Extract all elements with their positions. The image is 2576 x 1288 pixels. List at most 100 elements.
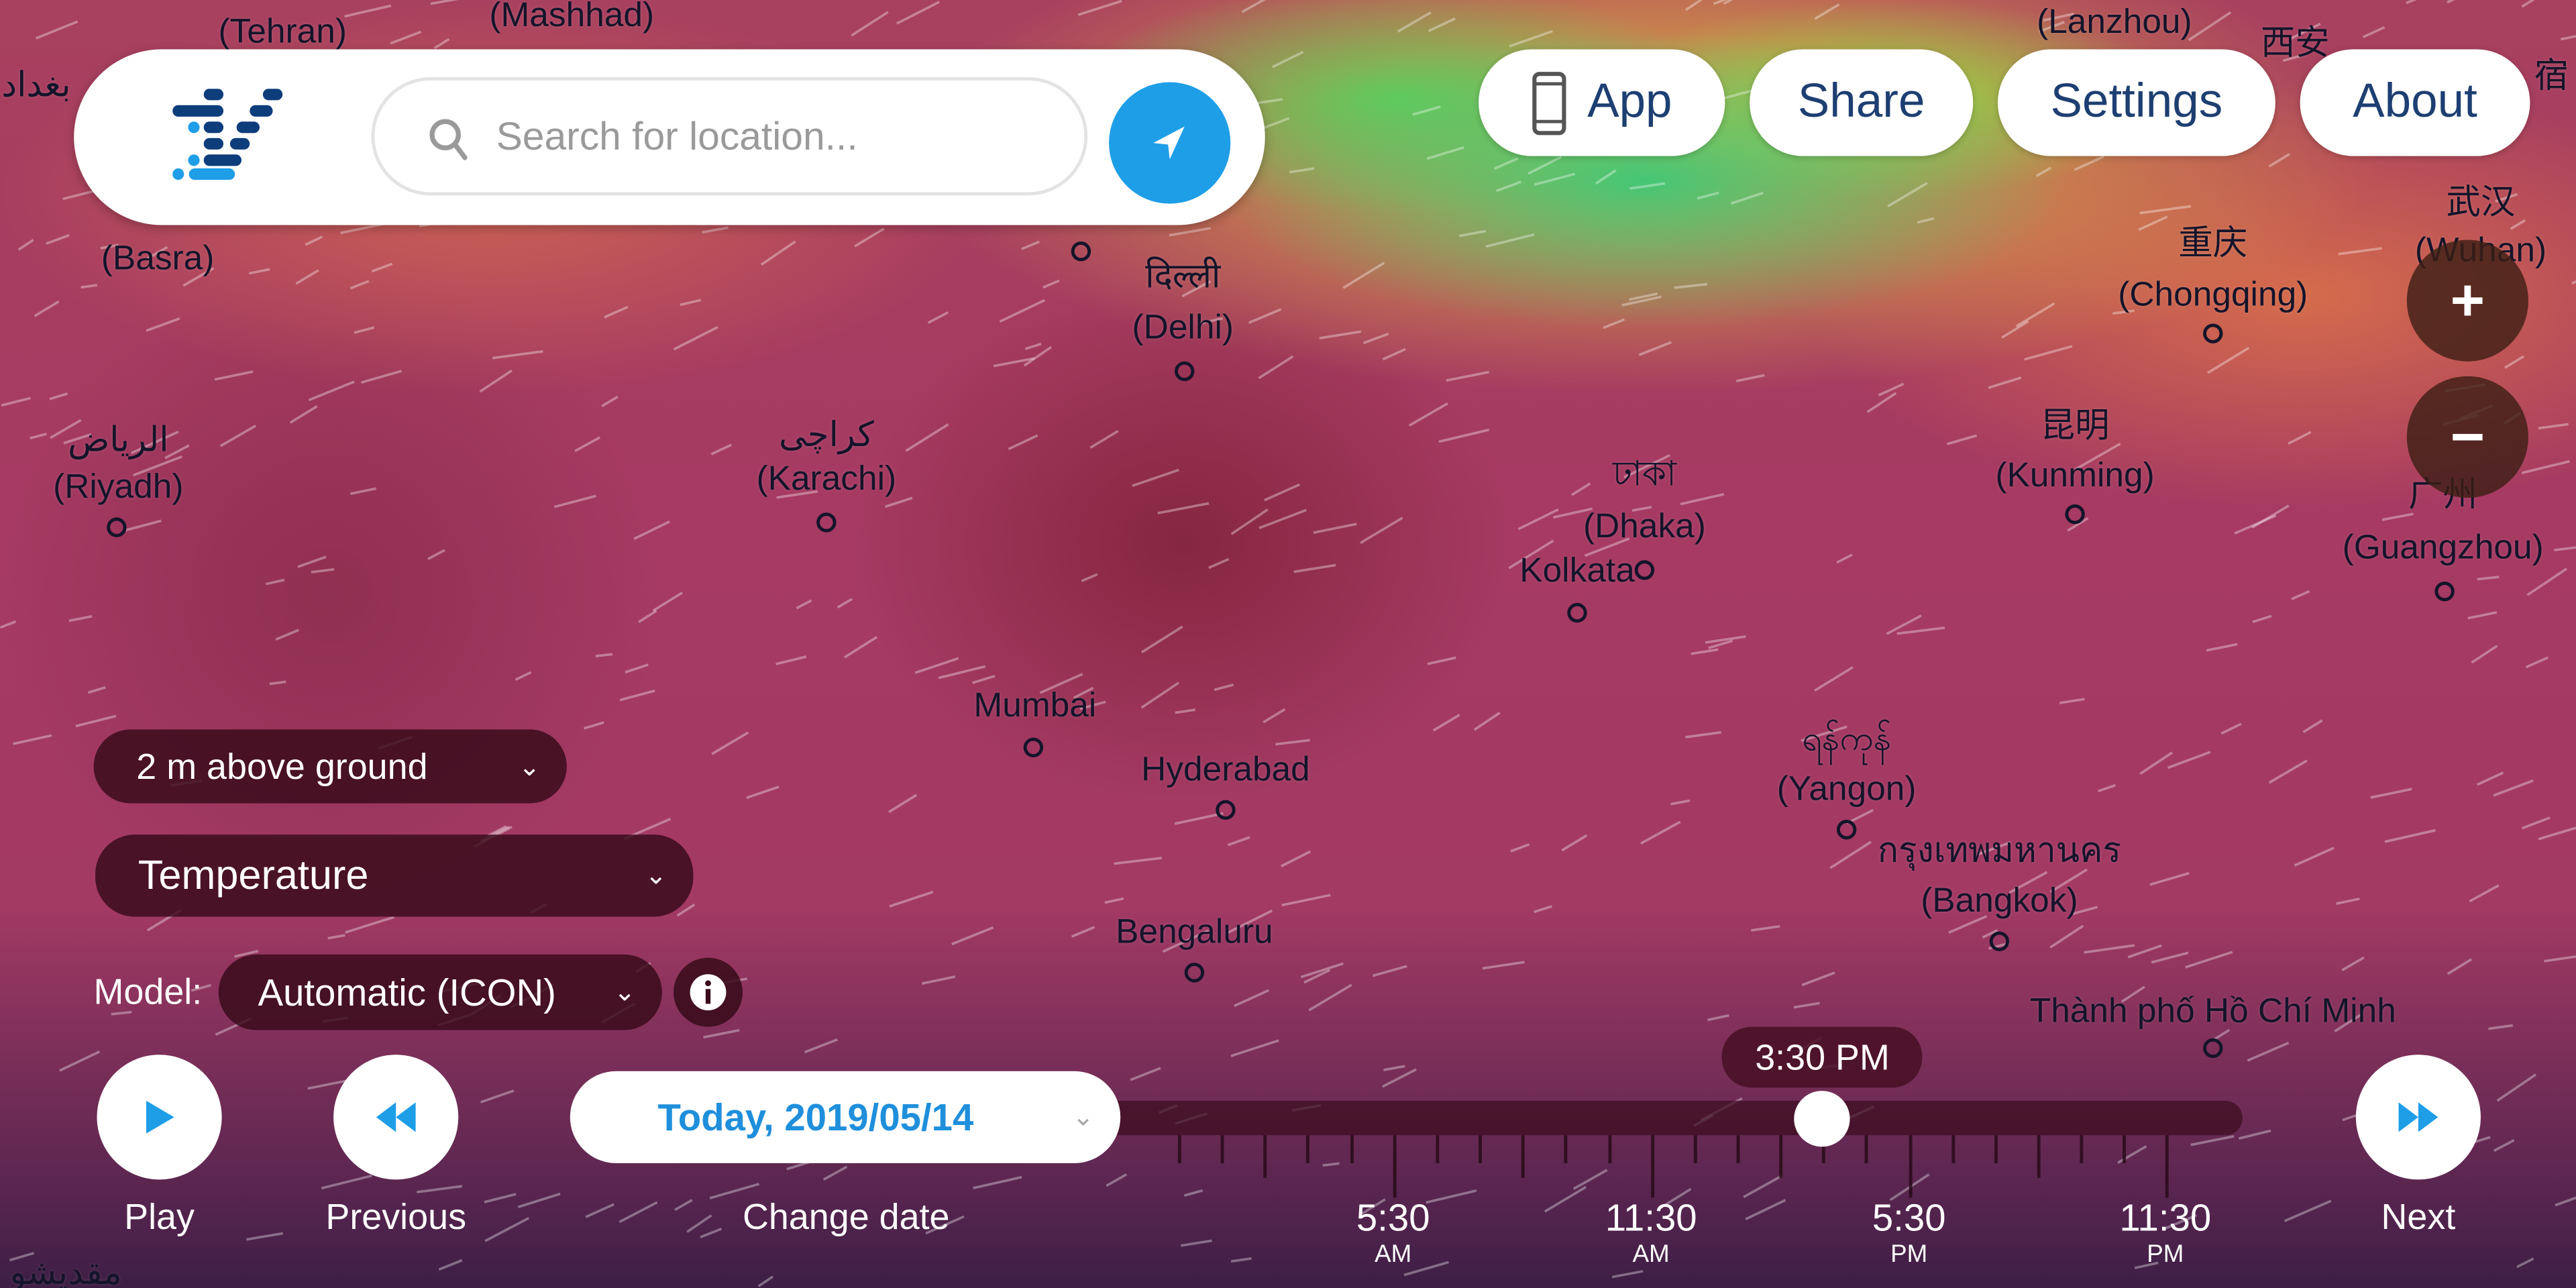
wind-streak	[1162, 929, 1209, 953]
wind-streak	[390, 30, 422, 45]
wind-streak	[1275, 739, 1311, 746]
wind-streak	[1690, 648, 1719, 655]
city-marker	[1567, 602, 1587, 623]
wind-streak	[480, 1089, 515, 1104]
wind-streak	[1743, 1175, 1783, 1198]
wind-streak	[1801, 725, 1847, 743]
timeline-track[interactable]	[1084, 1100, 2243, 1136]
wind-streak	[1603, 318, 1625, 329]
wind-streak	[2495, 193, 2518, 203]
wind-streak	[776, 490, 818, 499]
wind-streak	[601, 395, 619, 408]
city-marker	[1184, 963, 1205, 983]
previous-button[interactable]	[333, 1055, 459, 1180]
wind-streak	[927, 311, 949, 324]
minus-icon: −	[2450, 402, 2485, 470]
wind-streak	[35, 20, 78, 40]
wind-streak	[1342, 262, 1385, 289]
wind-streak	[680, 299, 702, 307]
wind-streak	[1561, 834, 1588, 852]
wind-streak	[1887, 182, 1928, 208]
wind-streak	[1359, 1198, 1386, 1216]
wind-streak	[1866, 392, 1897, 413]
chevron-down-icon: ⌄	[645, 862, 667, 891]
wind-streak	[775, 655, 807, 665]
wind-streak	[702, 226, 729, 234]
wind-streak	[234, 949, 259, 958]
wind-streak	[710, 443, 732, 455]
wind-streak	[2521, 460, 2570, 474]
wind-streak	[1140, 625, 1183, 653]
city-label: दिल्ली	[1145, 258, 1221, 296]
timeline-handle[interactable]	[1794, 1091, 1851, 1147]
wind-streak	[80, 284, 98, 289]
settings-button[interactable]: Settings	[1997, 49, 2275, 156]
info-icon	[690, 974, 727, 1011]
city-label: (Lanzhou)	[2037, 3, 2192, 42]
wind-streak	[760, 240, 796, 266]
model-info-button[interactable]	[674, 957, 743, 1027]
city-label: (Chongqing)	[2118, 276, 2308, 314]
chevron-down-icon: ⌄	[1072, 1104, 1095, 1132]
locate-button[interactable]	[1109, 82, 1231, 204]
wind-streak	[1208, 557, 1230, 570]
wind-streak	[2406, 0, 2417, 5]
wind-streak	[1814, 3, 1840, 20]
wind-streak	[2525, 656, 2548, 669]
zoom-in-button[interactable]: +	[2406, 239, 2529, 362]
city-label: (Basra)	[101, 239, 215, 278]
city-label: (Yangon)	[1776, 770, 1917, 808]
search-input[interactable]	[492, 103, 1059, 173]
wind-streak	[1705, 635, 1746, 644]
about-button[interactable]: About	[2300, 49, 2530, 156]
wind-streak	[2290, 22, 2321, 40]
wind-streak	[1042, 279, 1060, 289]
play-button[interactable]	[97, 1055, 222, 1180]
wind-streak	[2035, 166, 2051, 177]
zoom-out-button[interactable]: −	[2406, 376, 2529, 498]
wind-streak	[1081, 573, 1098, 582]
share-button-label: Share	[1797, 75, 1925, 129]
wind-streak	[1008, 434, 1038, 451]
city-label: ရန်ကုန်	[1802, 720, 1892, 759]
wind-streak	[214, 370, 254, 381]
variable-dropdown[interactable]: Temperature ⌄	[95, 835, 694, 917]
wind-streak	[350, 487, 377, 495]
wind-streak	[851, 11, 889, 37]
wind-streak	[1382, 347, 1406, 361]
wind-streak	[2544, 955, 2576, 963]
phone-icon	[1532, 70, 1566, 135]
wind-streak	[1595, 169, 1617, 185]
wind-streak	[1946, 434, 1978, 445]
level-dropdown[interactable]: 2 m above ground ⌄	[93, 729, 567, 804]
search-panel	[74, 49, 1265, 225]
wind-streak	[2117, 1145, 2147, 1164]
wind-streak	[595, 653, 613, 657]
wind-streak	[711, 731, 749, 755]
city-label: Thành phố Hồ Chí Minh	[2029, 992, 2396, 1030]
wind-streak	[427, 549, 445, 560]
app-button[interactable]: App	[1479, 49, 1725, 156]
next-button[interactable]	[2355, 1055, 2481, 1180]
wind-streak	[676, 903, 696, 917]
wind-streak	[1508, 539, 1554, 570]
share-button[interactable]: Share	[1750, 49, 1974, 156]
wind-streak	[2049, 868, 2088, 894]
wind-streak	[2207, 346, 2250, 374]
date-picker[interactable]: Today, 2019/05/14 ⌄	[570, 1071, 1121, 1163]
wind-streak	[1106, 1173, 1128, 1187]
wind-streak	[2560, 35, 2576, 41]
timeline-tick	[2165, 1135, 2169, 1198]
model-dropdown[interactable]: Automatic (ICON) ⌄	[218, 954, 662, 1030]
wind-streak	[1397, 11, 1432, 33]
timeline-tick	[2080, 1135, 2084, 1163]
variable-value: Temperature	[138, 851, 369, 898]
wind-streak	[1303, 969, 1331, 984]
wind-streak	[938, 665, 986, 680]
wind-streak	[2467, 610, 2498, 620]
wind-streak	[843, 636, 878, 659]
search-field[interactable]	[371, 77, 1088, 196]
wind-streak	[1258, 355, 1294, 380]
wind-streak	[1896, 626, 1945, 635]
